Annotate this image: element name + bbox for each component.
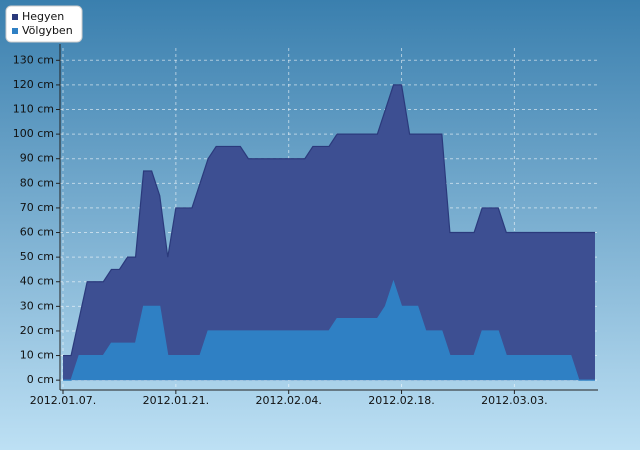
legend-box: [5, 5, 83, 43]
y-tick-label: 130 cm: [13, 53, 54, 66]
y-tick-label: 110 cm: [13, 103, 54, 116]
legend-label: Hegyen: [22, 10, 64, 23]
x-tick-label: 2012.02.04.: [255, 394, 321, 407]
y-tick-label: 10 cm: [20, 349, 54, 362]
y-tick-label: 100 cm: [13, 127, 54, 140]
y-tick-label: 50 cm: [20, 250, 54, 263]
y-tick-label: 90 cm: [20, 152, 54, 165]
y-tick-label: 120 cm: [13, 78, 54, 91]
x-tick-label: 2012.03.03.: [481, 394, 547, 407]
y-tick-label: 0 cm: [27, 373, 54, 386]
y-tick-label: 20 cm: [20, 324, 54, 337]
legend-swatch: [12, 28, 18, 34]
area-line: [63, 84, 595, 357]
y-tick-label: 40 cm: [20, 275, 54, 288]
area: [63, 84, 595, 381]
y-tick-label: 30 cm: [20, 299, 54, 312]
x-tick-label: 2012.02.18.: [368, 394, 434, 407]
y-tick-label: 80 cm: [20, 176, 54, 189]
y-tick-label: 60 cm: [20, 226, 54, 239]
legend-swatch: [12, 14, 18, 20]
y-tick-label: 70 cm: [20, 201, 54, 214]
x-tick-label: 2012.01.07.: [30, 394, 96, 407]
area-line: [63, 279, 595, 381]
x-tick-label: 2012.01.21.: [143, 394, 209, 407]
legend-label: Völgyben: [22, 24, 73, 37]
